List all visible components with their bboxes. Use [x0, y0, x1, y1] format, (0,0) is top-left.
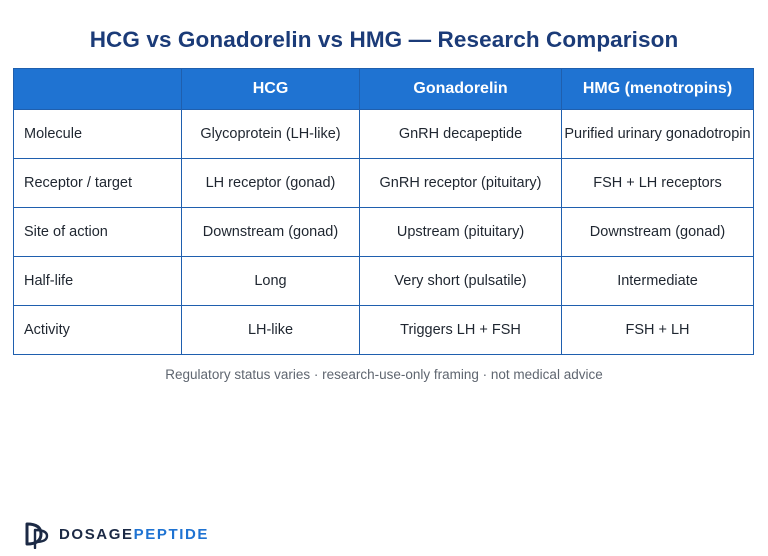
- table-header-row: HCG Gonadorelin HMG (menotropins): [13, 68, 754, 110]
- table-cell: GnRH decapeptide: [359, 109, 562, 159]
- header-cell-gonadorelin: Gonadorelin: [359, 68, 562, 110]
- table-row: Site of action Downstream (gonad) Upstre…: [13, 207, 754, 257]
- table-row: Molecule Glycoprotein (LH-like) GnRH dec…: [13, 109, 754, 159]
- footnote: Regulatory status varies · research-use-…: [165, 367, 603, 382]
- table-cell: LH receptor (gonad): [181, 158, 360, 208]
- row-label: Half-life: [13, 256, 182, 306]
- table-cell: Very short (pulsatile): [359, 256, 562, 306]
- table-cell: Upstream (pituitary): [359, 207, 562, 257]
- table-row: Receptor / target LH receptor (gonad) Gn…: [13, 158, 754, 208]
- table-cell: Purified urinary gonadotropin: [561, 109, 754, 159]
- brand-logo: DOSAGE PEPTIDE: [22, 519, 209, 549]
- table-cell: LH-like: [181, 305, 360, 355]
- row-label: Receptor / target: [13, 158, 182, 208]
- table-cell: Triggers LH + FSH: [359, 305, 562, 355]
- header-cell-hcg: HCG: [181, 68, 360, 110]
- table-cell: Downstream (gonad): [181, 207, 360, 257]
- table-cell: FSH + LH: [561, 305, 754, 355]
- brand-word-peptide: PEPTIDE: [133, 525, 210, 543]
- row-label: Activity: [13, 305, 182, 355]
- dp-monogram-icon: [25, 522, 49, 549]
- row-label: Molecule: [13, 109, 182, 159]
- table-cell: Long: [181, 256, 360, 306]
- header-cell-empty: [13, 68, 182, 110]
- table-cell: Downstream (gonad): [561, 207, 754, 257]
- brand-wordmark: DOSAGE PEPTIDE: [59, 526, 209, 543]
- table-row: Activity LH-like Triggers LH + FSH FSH +…: [13, 305, 754, 355]
- table-cell: FSH + LH receptors: [561, 158, 754, 208]
- table-cell: GnRH receptor (pituitary): [359, 158, 562, 208]
- row-label: Site of action: [13, 207, 182, 257]
- table-cell: Intermediate: [561, 256, 754, 306]
- brand-word-dosage: DOSAGE: [59, 525, 134, 543]
- page-title: HCG vs Gonadorelin vs HMG — Research Com…: [89, 27, 679, 52]
- header-cell-hmg: HMG (menotropins): [561, 68, 754, 110]
- table-cell: Glycoprotein (LH-like): [181, 109, 360, 159]
- comparison-table: HCG Gonadorelin HMG (menotropins) Molecu…: [13, 68, 754, 355]
- table-row: Half-life Long Very short (pulsatile) In…: [13, 256, 754, 306]
